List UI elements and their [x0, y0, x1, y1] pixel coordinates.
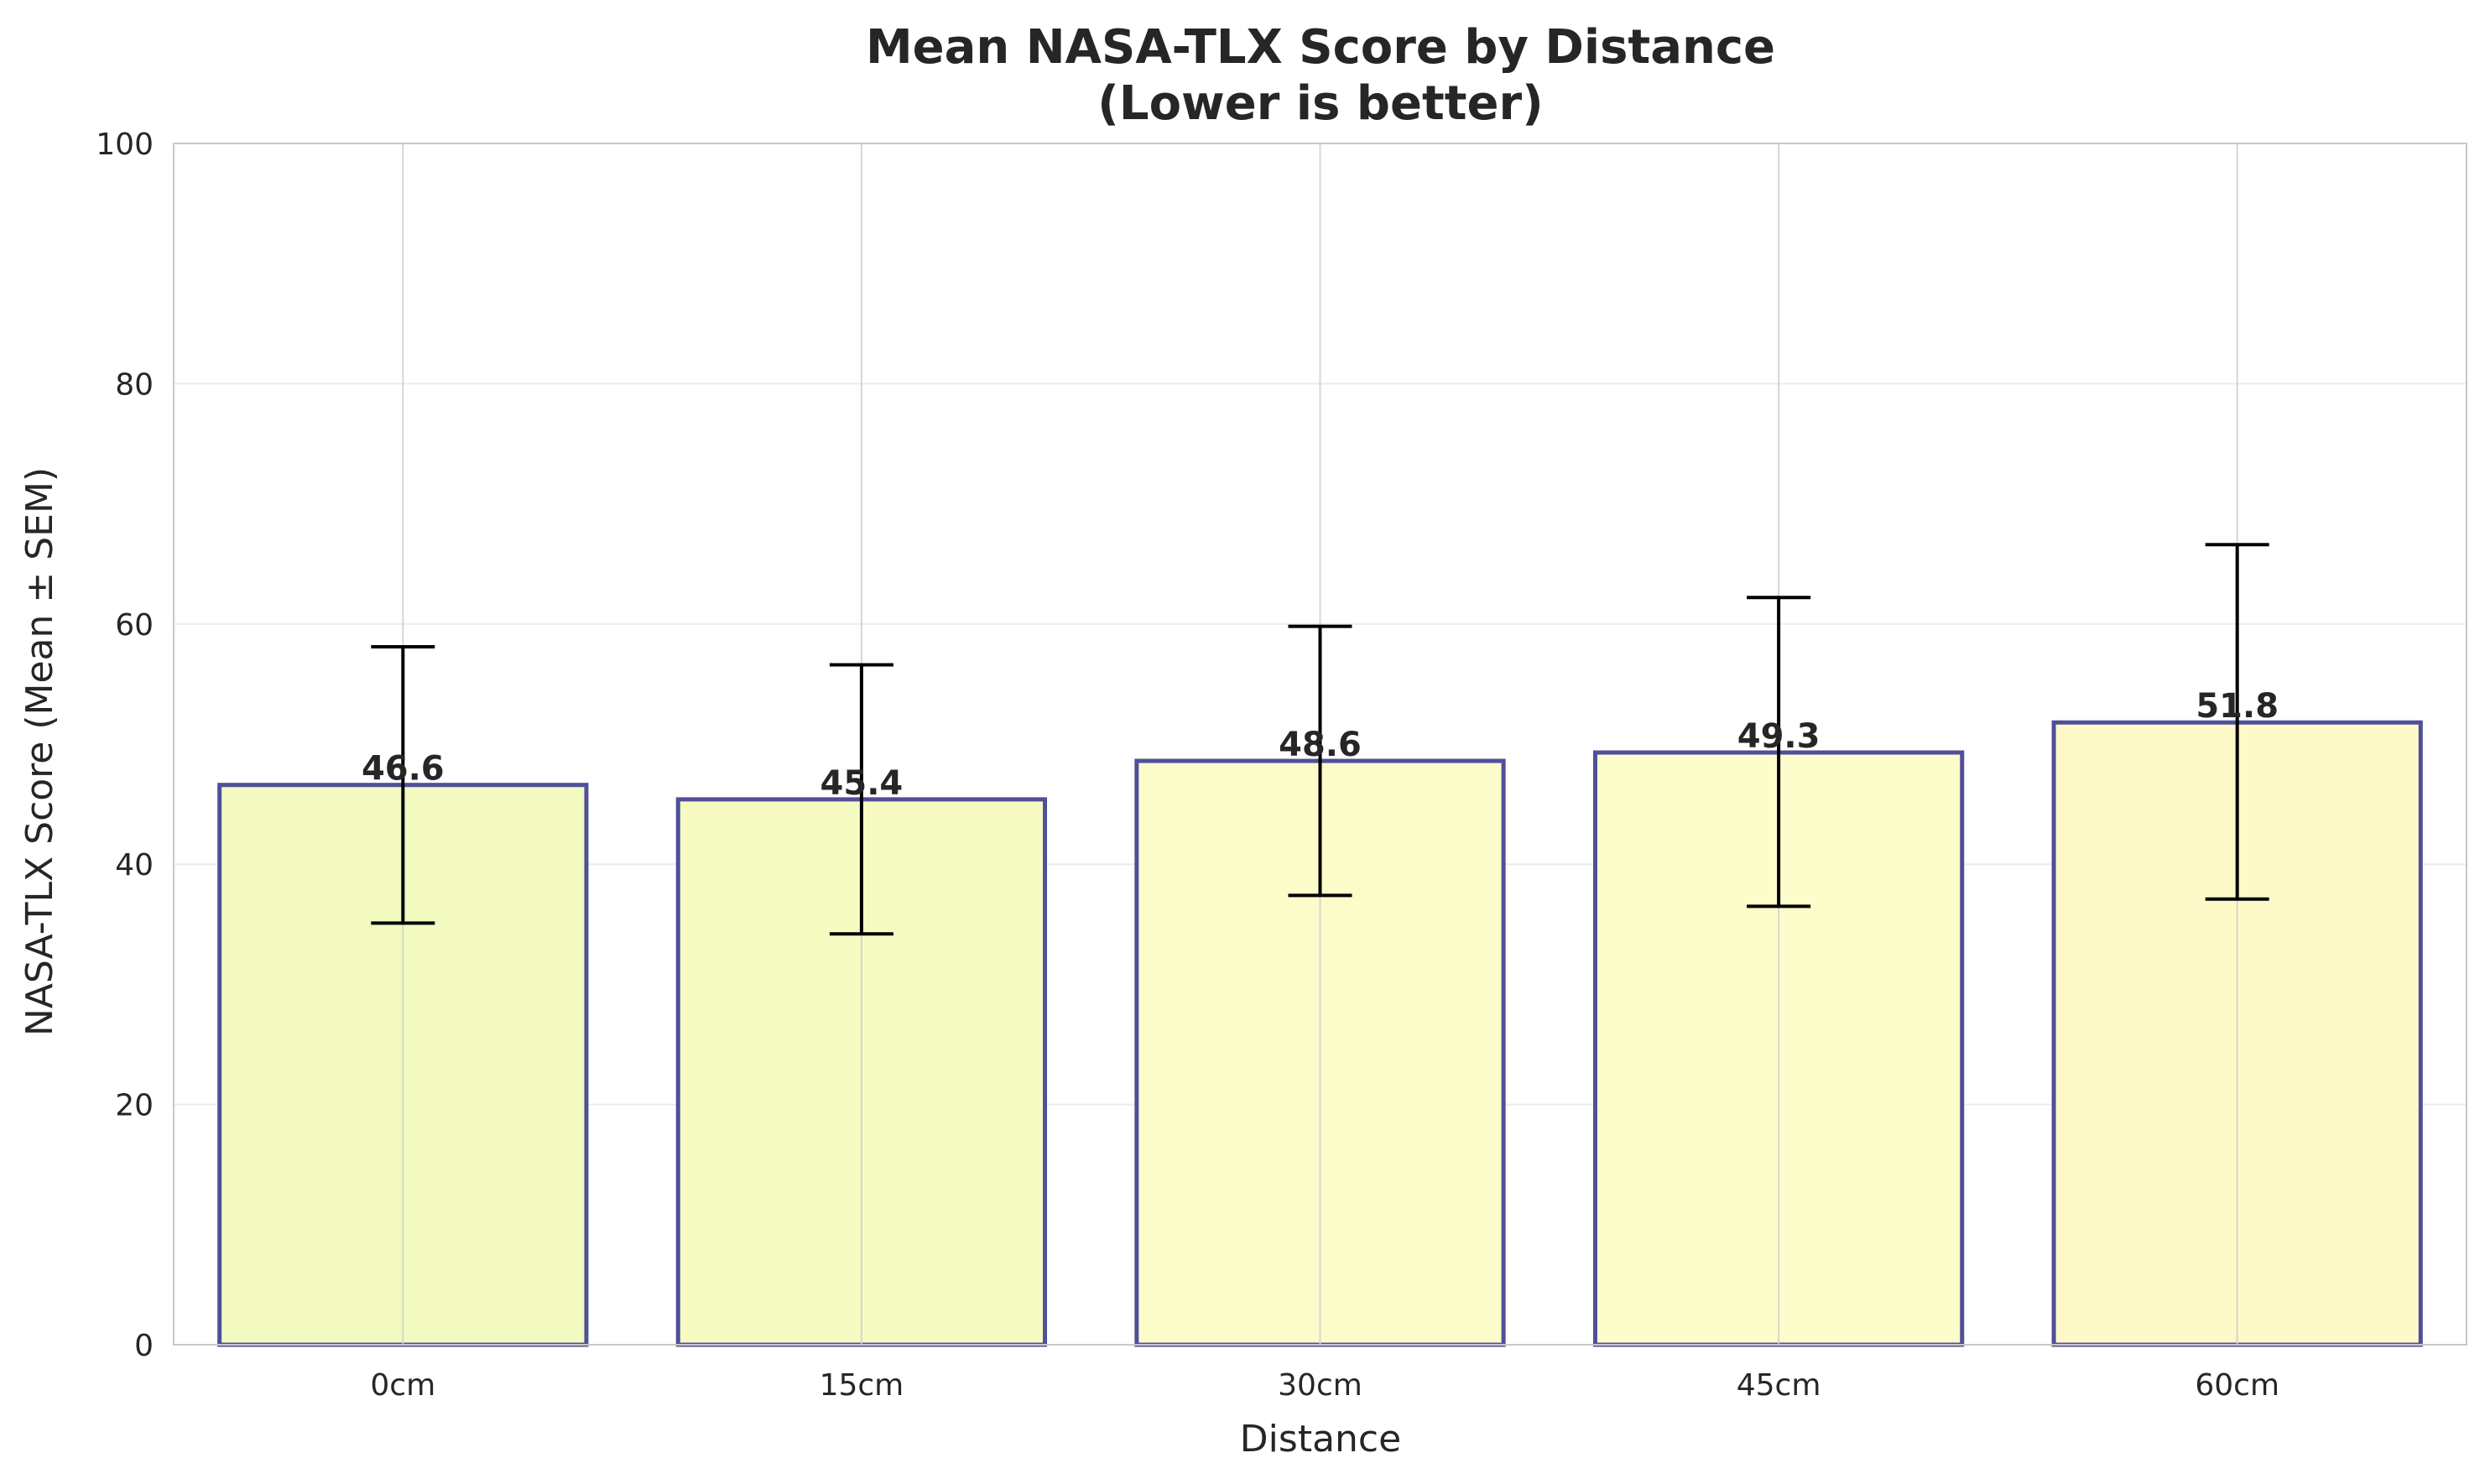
x-tick-label: 45cm [1737, 1368, 1821, 1403]
value-label: 51.8 [2196, 687, 2279, 726]
value-label: 46.6 [362, 750, 445, 789]
x-tick-label: 15cm [820, 1368, 904, 1403]
y-axis-label: NASA-TLX Score (Mean ± SEM) [18, 467, 61, 1036]
error-bar-30cm [1288, 624, 1352, 898]
y-tick-label: 0 [134, 1329, 154, 1363]
x-tick-label: 30cm [1278, 1368, 1362, 1403]
y-tick-label: 100 [96, 128, 154, 162]
y-tick-label: 20 [115, 1089, 154, 1123]
x-tick-label: 0cm [370, 1368, 435, 1403]
error-bar-15cm [829, 663, 893, 936]
y-tick-label: 80 [115, 367, 154, 402]
error-bars [371, 143, 2269, 1345]
y-tick-label: 60 [115, 608, 154, 643]
value-label: 45.4 [820, 764, 904, 803]
value-label: 48.6 [1279, 726, 1362, 764]
chart-subtitle: (Lower is better) [1097, 76, 1543, 131]
plot-frame [173, 143, 2467, 1346]
x-axis-label: Distance [1240, 1418, 1401, 1461]
chart-title: Mean NASA-TLX Score by Distance [866, 20, 1775, 75]
y-tick-label: 40 [115, 848, 154, 883]
error-bar-45cm [1747, 596, 1811, 909]
x-tick-labels: 0cm 15cm 30cm 45cm 60cm [370, 1368, 2279, 1403]
value-label: 49.3 [1737, 717, 1821, 756]
error-bar-60cm [2205, 543, 2269, 901]
y-tick-labels: 0 20 40 60 80 100 [96, 128, 154, 1363]
value-labels: 46.6 45.4 48.6 49.3 51.8 [362, 687, 2279, 803]
error-bar-0cm [371, 645, 435, 925]
x-tick-label: 60cm [2195, 1368, 2279, 1403]
